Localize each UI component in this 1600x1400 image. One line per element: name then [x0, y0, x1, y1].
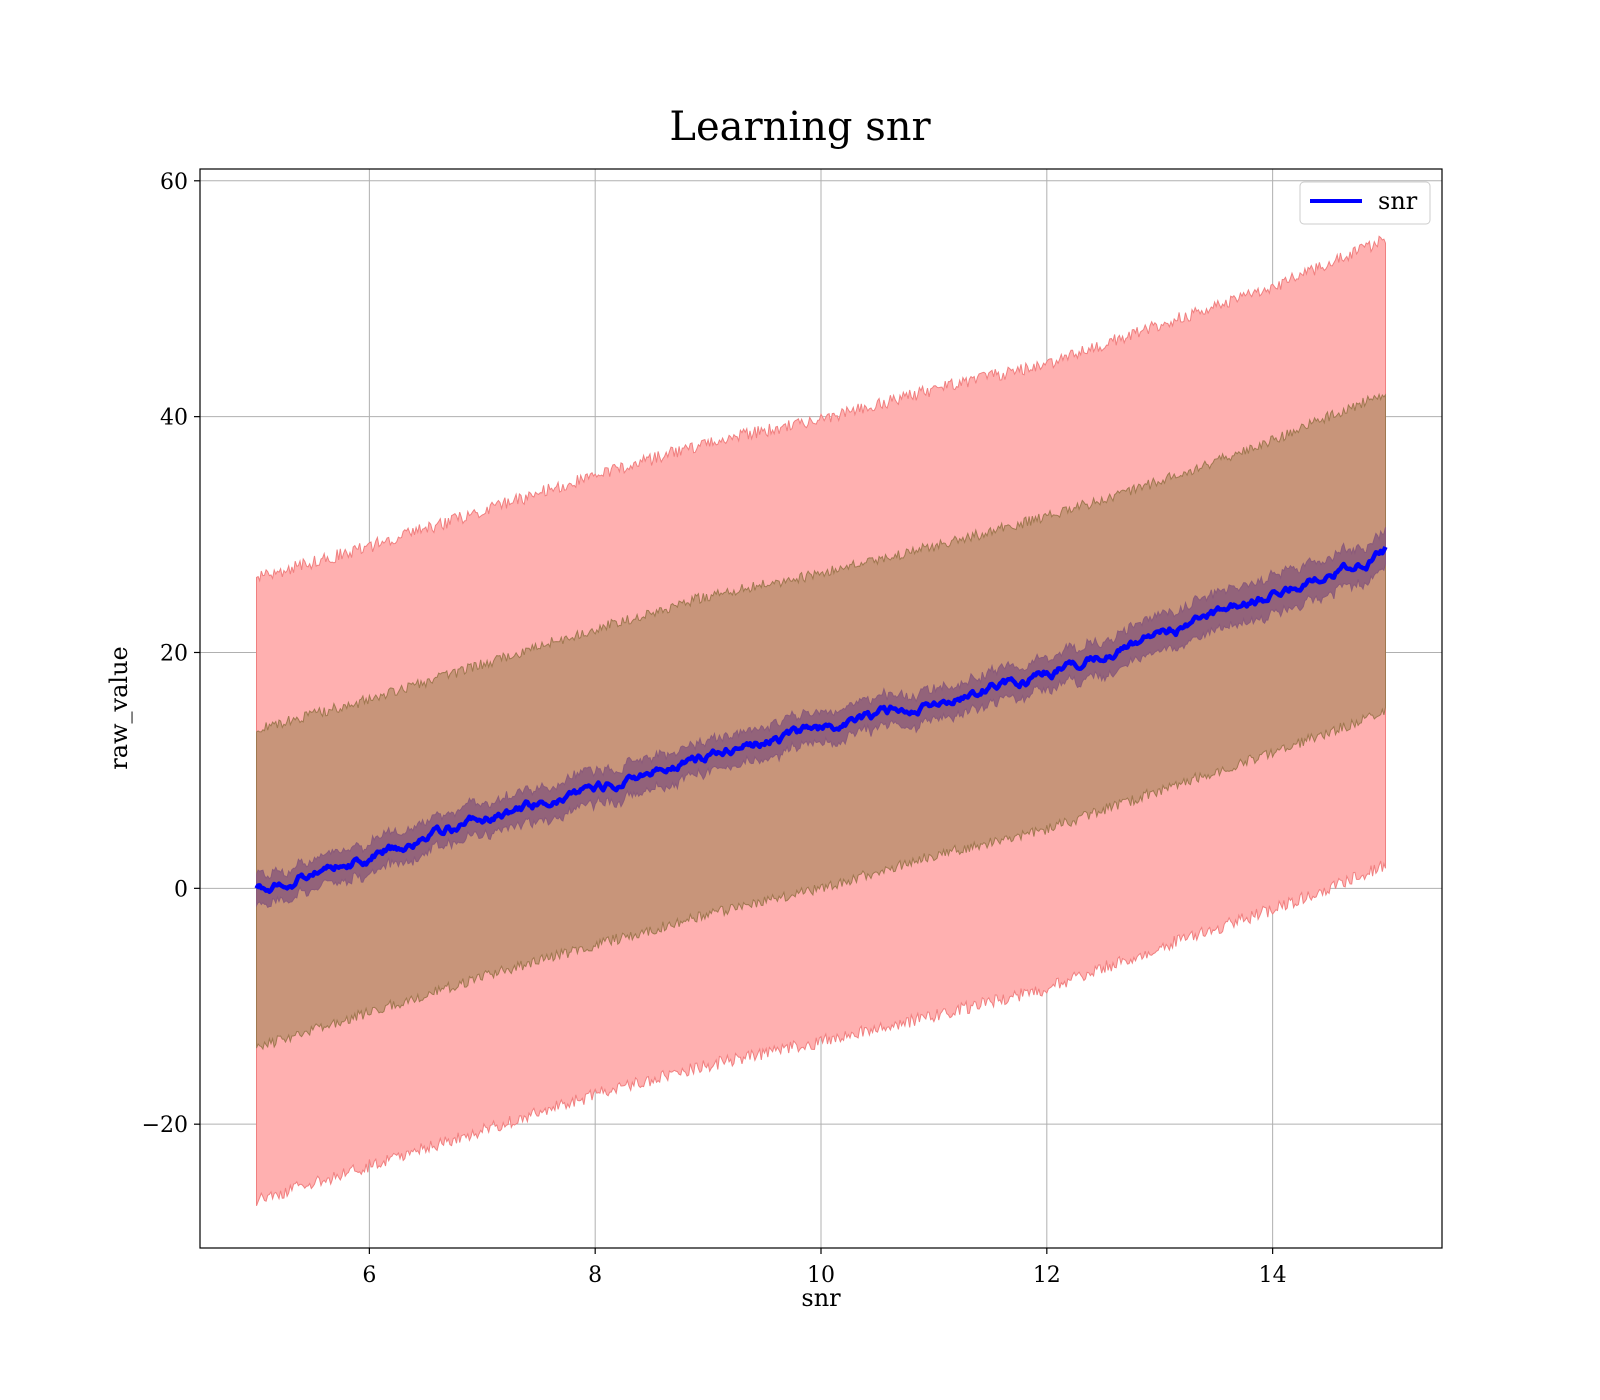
series-lines — [254, 545, 1388, 894]
y-axis-ticks: −20 0 20 40 60 — [142, 170, 200, 1138]
legend: snr — [1299, 181, 1431, 225]
legend-box — [1299, 181, 1431, 225]
x-tick-label: 6 — [362, 1263, 376, 1288]
inner-band — [256, 527, 1386, 908]
series-line-snr — [254, 545, 1388, 894]
x-tick-label: 10 — [807, 1263, 835, 1288]
y-tick-label: 60 — [160, 170, 188, 195]
x-tick-label: 8 — [588, 1263, 602, 1288]
x-tick-label: 12 — [1033, 1263, 1061, 1288]
y-axis-label: raw_value — [105, 646, 133, 770]
y-tick-label: 0 — [174, 877, 188, 902]
x-axis-label: snr — [801, 1284, 841, 1312]
x-tick-label: 14 — [1259, 1263, 1287, 1288]
x-axis-ticks: 6 8 10 12 14 — [362, 1248, 1287, 1288]
y-tick-label: 40 — [160, 406, 188, 431]
y-tick-label: 20 — [160, 641, 188, 666]
chart-title: Learning snr — [669, 104, 931, 150]
legend-label-snr: snr — [1378, 187, 1418, 215]
y-tick-label: −20 — [142, 1113, 188, 1138]
confidence-bands — [256, 235, 1386, 1206]
